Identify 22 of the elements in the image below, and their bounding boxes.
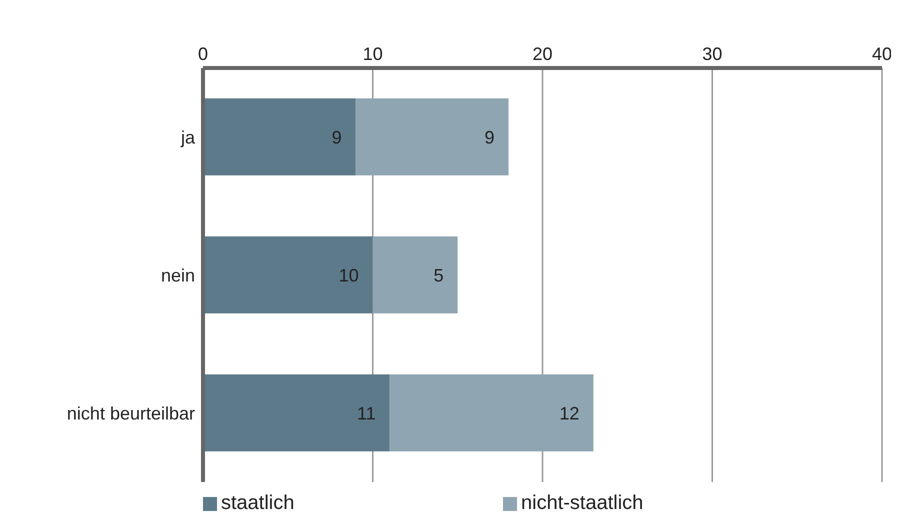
x-tick-label: 0 — [198, 44, 208, 64]
y-tick-label: nicht beurteilbar — [66, 403, 195, 424]
bar — [390, 374, 594, 452]
data-label: 12 — [559, 403, 580, 424]
data-label: 5 — [434, 265, 444, 286]
bar — [356, 98, 509, 176]
bar — [372, 236, 458, 314]
bar — [203, 374, 390, 452]
legend-label: staatlich — [221, 492, 294, 515]
x-tick-label: 30 — [702, 44, 722, 64]
bar — [203, 236, 373, 314]
y-tick-label: nein — [160, 265, 195, 286]
data-label: 11 — [357, 403, 376, 424]
y-tick-label: ja — [180, 127, 196, 148]
data-label: 10 — [338, 265, 359, 286]
bar — [203, 98, 356, 176]
x-tick-label: 10 — [362, 44, 383, 64]
legend-label: nicht-staatlich — [521, 492, 644, 515]
x-tick-label: 40 — [872, 44, 892, 64]
data-label: 9 — [484, 127, 495, 148]
data-label: 9 — [332, 127, 342, 148]
x-tick-label: 20 — [532, 44, 553, 64]
